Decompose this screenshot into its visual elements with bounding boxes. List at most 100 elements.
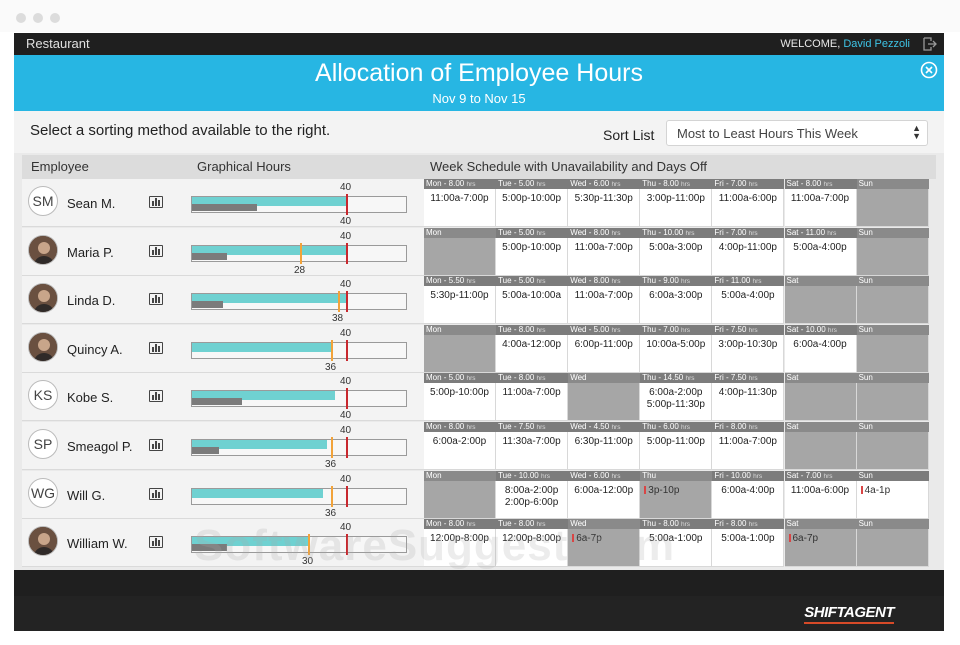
day-cell[interactable]: Thu - 6.00 hrs 5:00p-11:00p (640, 422, 713, 470)
day-cell[interactable]: Tue - 10.00 hrs 8:00a-2:00p 2:00p-6:00p (496, 470, 569, 519)
day-cell[interactable]: Wed - 8.00 hrs 11:00a-7:00p (568, 227, 641, 276)
day-cell[interactable]: Sun 4a-1p (856, 470, 929, 519)
day-cell[interactable]: Tue - 5.00 hrs 5:00a-10:00a (496, 276, 569, 325)
day-cell[interactable]: Mon - 8.00 hrs 6:00a-2:00p (424, 422, 496, 470)
day-cell[interactable]: Fri - 7.50 hrs 3:00p-10:30p (712, 324, 785, 373)
day-cell[interactable]: Sat - 10.00 hrs 6:00a-4:00p (784, 324, 857, 373)
employee-avatar[interactable]: WG (28, 477, 58, 508)
user-name[interactable]: David Pezzoli (843, 38, 910, 50)
employee-avatar[interactable]: SM (28, 186, 58, 216)
day-cell[interactable]: Tue - 5.00 hrs 5:00p-10:00p (496, 227, 569, 276)
day-cell[interactable]: Wed 6a-7p (568, 519, 641, 568)
day-header: Fri - 7.50 hrs (712, 324, 785, 335)
day-cell[interactable]: Fri - 7.50 hrs 4:00p-11:30p (712, 373, 785, 422)
day-cell[interactable]: Wed (568, 373, 641, 422)
day-cell[interactable]: Mon - 5.00 hrs 5:00p-10:00p (424, 373, 496, 422)
employee-avatar[interactable] (28, 234, 58, 265)
logout-icon[interactable] (922, 36, 938, 52)
actual-hours-label: 40 (340, 410, 352, 422)
hours-bar: 40 36 (191, 425, 407, 470)
day-cell[interactable]: Fri - 11.00 hrs 5:00a-4:00p (712, 276, 785, 325)
employee-name[interactable]: Quincy A. (67, 341, 123, 357)
employee-row[interactable]: William W. 40 30 Mon - 8.00 hrs 12:00p-8… (22, 519, 936, 568)
day-cell[interactable]: Sun (856, 422, 929, 470)
day-cell[interactable]: Sat (784, 373, 857, 422)
day-cell[interactable]: Tue - 7.50 hrs 11:30a-7:00p (496, 422, 569, 470)
day-cell[interactable]: Mon (424, 470, 496, 519)
employee-name[interactable]: Linda D. (67, 293, 116, 309)
day-cell[interactable]: Wed - 4.50 hrs 6:30p-11:00p (568, 422, 641, 470)
bar-chart-icon[interactable] (149, 487, 163, 500)
bar-chart-icon[interactable] (149, 439, 163, 451)
day-header: Mon (424, 227, 496, 238)
day-cell[interactable]: Wed - 6.00 hrs 5:30p-11:30p (568, 179, 641, 227)
employee-name[interactable]: Smeagol P. (67, 439, 133, 454)
day-cell[interactable]: Sun (856, 227, 929, 276)
day-cell[interactable]: Mon - 8.00 hrs 11:00a-7:00p (424, 179, 496, 227)
actual-hours-marker (331, 437, 333, 458)
day-cell[interactable]: Mon - 5.50 hrs 5:30p-11:00p (424, 276, 496, 325)
day-cell[interactable]: Mon (424, 324, 496, 373)
day-cell[interactable]: Sat (784, 276, 857, 325)
day-cell[interactable]: Wed - 6.00 hrs 6:00a-12:00p (568, 470, 641, 519)
close-icon[interactable] (920, 61, 938, 79)
day-cell[interactable]: Sun (856, 519, 929, 568)
day-cell[interactable]: Mon (424, 227, 496, 276)
day-cell[interactable]: Tue - 8.00 hrs 12:00p-8:00p (496, 519, 569, 568)
employee-name[interactable]: Will G. (67, 487, 106, 503)
sort-select[interactable]: Most to Least Hours This Week ▲ ▼ (666, 120, 928, 146)
employee-avatar[interactable]: SP (28, 429, 58, 459)
day-cell[interactable]: Sat - 8.00 hrs 11:00a-7:00p (784, 179, 857, 227)
day-cell[interactable]: Mon - 8.00 hrs 12:00p-8:00p (424, 519, 496, 568)
employee-row[interactable]: WG Will G. 40 36 Mon Tue - 10.00 hrs 8:0… (22, 470, 936, 519)
employee-row[interactable]: Quincy A. 40 36 Mon Tue - 8.00 hrs 4:00a… (22, 324, 936, 373)
employee-row[interactable]: Maria P. 40 28 Mon Tue - 5.00 hrs 5:00p-… (22, 227, 936, 276)
day-cell[interactable]: Wed - 8.00 hrs 11:00a-7:00p (568, 276, 641, 325)
day-cell[interactable]: Sun (856, 276, 929, 325)
employee-row[interactable]: KS Kobe S. 40 40 Mon - 5.00 hrs 5:00p-10… (22, 373, 936, 422)
day-cell[interactable]: Fri - 7.00 hrs 11:00a-6:00p (712, 179, 785, 227)
day-cell[interactable]: Tue - 5.00 hrs 5:00p-10:00p (496, 179, 569, 227)
window-dot-icon[interactable] (16, 13, 26, 23)
employee-row[interactable]: SM Sean M. 40 40 Mon - 8.00 hrs 11:00a-7… (22, 179, 936, 227)
window-dot-icon[interactable] (33, 13, 43, 23)
day-cell[interactable]: Thu 3p-10p (640, 470, 713, 519)
bar-chart-icon[interactable] (149, 390, 163, 403)
employee-row[interactable]: SP Smeagol P. 40 36 Mon - 8.00 hrs 6:00a… (22, 422, 936, 470)
employee-avatar[interactable]: KS (28, 380, 58, 411)
day-cell[interactable]: Thu - 8.00 hrs 5:00a-1:00p (640, 519, 713, 568)
day-cell[interactable]: Sat (784, 422, 857, 470)
employee-name[interactable]: William W. (67, 536, 128, 552)
day-cell[interactable]: Sat 6a-7p (784, 519, 857, 568)
day-cell[interactable]: Sun (856, 179, 929, 227)
employee-row[interactable]: Linda D. 40 38 Mon - 5.50 hrs 5:30p-11:0… (22, 276, 936, 325)
bar-chart-icon[interactable] (149, 293, 163, 306)
day-cell[interactable]: Fri - 10.00 hrs 6:00a-4:00p (712, 470, 785, 519)
employee-avatar[interactable] (28, 283, 58, 314)
day-cell[interactable]: Sat - 11.00 hrs 5:00a-4:00p (784, 227, 857, 276)
bar-chart-icon[interactable] (149, 536, 163, 549)
day-cell[interactable]: Fri - 8.00 hrs 5:00a-1:00p (712, 519, 785, 568)
bar-chart-icon[interactable] (149, 196, 163, 208)
day-cell[interactable]: Thu - 8.00 hrs 3:00p-11:00p (640, 179, 713, 227)
bar-chart-icon[interactable] (149, 341, 163, 354)
day-cell[interactable]: Thu - 10.00 hrs 5:00a-3:00p (640, 227, 713, 276)
employee-avatar[interactable] (28, 526, 58, 557)
day-cell[interactable]: Fri - 7.00 hrs 4:00p-11:00p (712, 227, 785, 276)
employee-name[interactable]: Sean M. (67, 196, 116, 211)
day-cell[interactable]: Sun (856, 373, 929, 422)
employee-avatar[interactable] (28, 331, 58, 362)
day-cell[interactable]: Sat - 7.00 hrs 11:00a-6:00p (784, 470, 857, 519)
day-cell[interactable]: Wed - 5.00 hrs 6:00p-11:00p (568, 324, 641, 373)
employee-name[interactable]: Maria P. (67, 244, 114, 260)
day-cell[interactable]: Sun (856, 324, 929, 373)
day-cell[interactable]: Fri - 8.00 hrs 11:00a-7:00p (712, 422, 785, 470)
window-dot-icon[interactable] (50, 13, 60, 23)
day-cell[interactable]: Tue - 8.00 hrs 4:00a-12:00p (496, 324, 569, 373)
day-cell[interactable]: Tue - 8.00 hrs 11:00a-7:00p (496, 373, 569, 422)
day-cell[interactable]: Thu - 14.50 hrs 6:00a-2:00p 5:00p-11:30p (640, 373, 713, 422)
employee-name[interactable]: Kobe S. (67, 390, 114, 406)
day-cell[interactable]: Thu - 7.00 hrs 10:00a-5:00p (640, 324, 713, 373)
bar-chart-icon[interactable] (149, 244, 163, 257)
day-cell[interactable]: Thu - 9.00 hrs 6:00a-3:00p (640, 276, 713, 325)
